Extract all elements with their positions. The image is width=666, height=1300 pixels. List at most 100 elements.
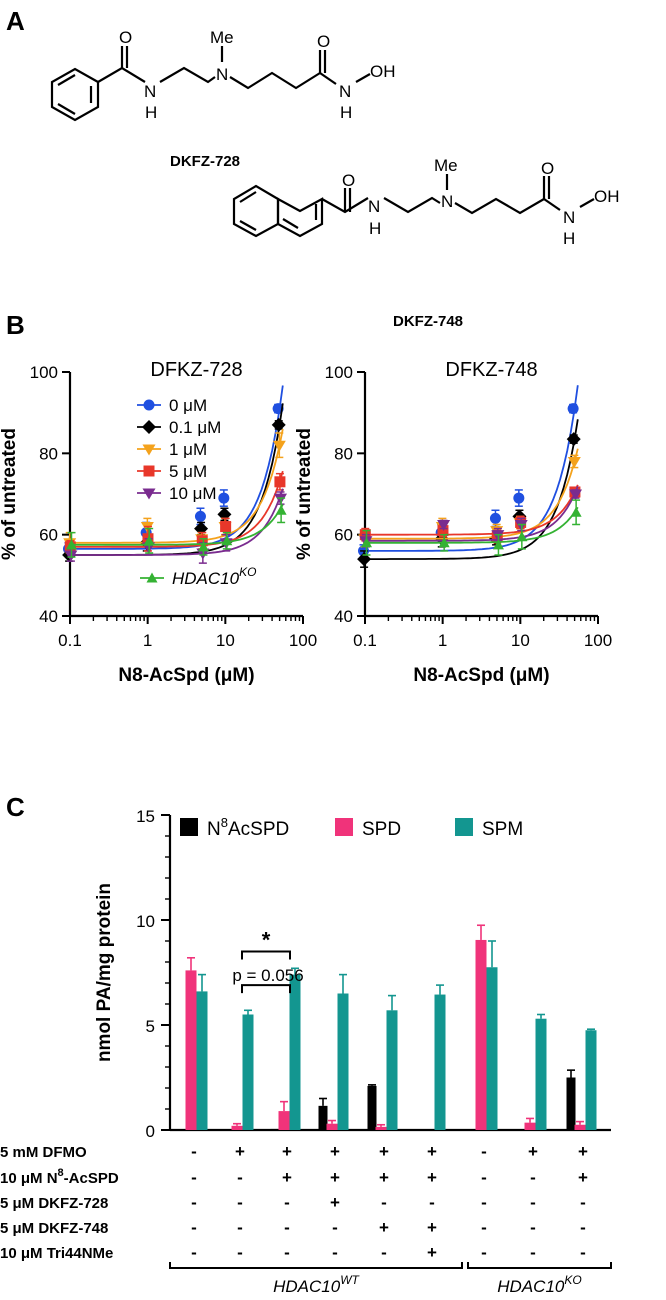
treatment-row-1: 5 mM DFMO - + + + + + - + + <box>0 1142 588 1161</box>
atom-h: H <box>563 229 575 248</box>
minus-sign: - <box>481 1218 487 1237</box>
plus-sign: + <box>427 1218 437 1237</box>
treatment-row-2: 10 μM N8-AcSPD - - + + + + - - + <box>0 1167 588 1187</box>
plus-sign: + <box>427 1142 437 1161</box>
minus-sign: - <box>284 1193 290 1212</box>
atom-n: N <box>339 82 351 101</box>
group-label: HDAC10WT <box>273 1273 360 1296</box>
data-point <box>66 539 77 550</box>
atom-n: N <box>216 65 228 84</box>
minus-sign: - <box>481 1142 487 1161</box>
panel-letter-b: B <box>6 310 25 340</box>
atom-h: H <box>340 103 352 122</box>
group-bracket <box>467 1262 612 1269</box>
bar-n8acspd <box>367 1085 377 1130</box>
minus-sign: - <box>580 1218 586 1237</box>
legend-item-0-um: 0 μM <box>137 396 207 415</box>
fit-curve <box>365 484 579 536</box>
y-tick-label: 80 <box>334 444 353 463</box>
group-hdac10ko: HDAC10KO <box>467 1262 612 1296</box>
significance-label: * <box>262 928 271 953</box>
treatment-label-main: 10 μM N <box>0 1170 58 1187</box>
bar-group-8 <box>524 1013 547 1130</box>
minus-sign: - <box>530 1218 536 1237</box>
legend-swatch <box>455 818 473 836</box>
series-hdac10ko <box>66 497 287 558</box>
data-point <box>143 535 155 546</box>
x-tick-label: 0.1 <box>58 631 82 650</box>
group-label-main: HDAC10 <box>497 1277 565 1296</box>
structure-dkfz-728 <box>50 46 371 122</box>
atom-h: H <box>369 219 381 238</box>
significance-bracket-p: p = 0.056 <box>232 966 304 994</box>
data-point <box>271 417 286 432</box>
legend-label-sup: KO <box>239 565 256 579</box>
legend-swatch-marker <box>146 572 158 583</box>
significance-bracket-star: * <box>241 928 291 960</box>
bar-n8acspd <box>270 1128 280 1130</box>
legend-item-10-um: 10 μM <box>137 484 217 503</box>
compound-name-dkfz-748: DKFZ-748 <box>393 313 463 330</box>
bar-group-2 <box>231 1009 254 1130</box>
treatment-label-rest: -AcSPD <box>64 1170 119 1187</box>
plus-sign: + <box>379 1168 389 1187</box>
atom-o: O <box>342 171 355 190</box>
y-tick-label: 100 <box>30 363 58 382</box>
bar-group-5 <box>367 994 398 1130</box>
legend-label-main: N <box>207 819 221 840</box>
legend-label-main: HDAC10 <box>172 569 240 588</box>
minus-sign: - <box>481 1243 487 1262</box>
plus-sign: + <box>330 1168 340 1187</box>
legend-label-sup: 8 <box>221 815 228 830</box>
atom-oh: OH <box>594 187 620 206</box>
minus-sign: - <box>530 1243 536 1262</box>
atom-me: Me <box>434 156 458 175</box>
structure-dkfz-748-atoms: O N H Me N O N H OH <box>342 156 620 248</box>
y-tick-label: 15 <box>136 807 155 826</box>
group-label-sup: KO <box>564 1273 581 1287</box>
x-tick-label: 10 <box>216 631 235 650</box>
legend-label: SPM <box>482 819 523 840</box>
legend-label: SPD <box>362 819 401 840</box>
minus-sign: - <box>191 1168 197 1187</box>
bar-spd <box>231 1125 243 1130</box>
data-point <box>197 541 209 552</box>
chart-title: DFKZ-748 <box>445 359 537 381</box>
treatment-label: 5 μM DKFZ-728 <box>0 1195 108 1212</box>
legend-item-spm: SPM <box>455 818 523 840</box>
x-tick-label: 1 <box>438 631 447 650</box>
plus-sign: + <box>578 1142 588 1161</box>
legend-label: 10 μM <box>169 484 217 503</box>
bar-group-4 <box>318 973 349 1130</box>
legend-label: 0.1 μM <box>169 418 221 437</box>
y-tick-label: 5 <box>146 1017 155 1036</box>
x-tick-label: 100 <box>584 631 612 650</box>
plus-sign: + <box>379 1142 389 1161</box>
treatment-row-3: 5 μM DKFZ-728 - - - + - - - - - <box>0 1193 586 1212</box>
atom-h: H <box>145 103 157 122</box>
minus-sign: - <box>530 1193 536 1212</box>
x-tick-label: 0.1 <box>353 631 377 650</box>
minus-sign: - <box>191 1218 197 1237</box>
x-tick-label: 1 <box>143 631 152 650</box>
legend-label: N8AcSPD <box>207 815 289 840</box>
bar-spd <box>574 1124 586 1130</box>
y-tick-label: 80 <box>39 444 58 463</box>
legend-item-1-um: 1 μM <box>137 440 207 459</box>
legend-item-hdac10ko: HDAC10KO <box>140 565 256 588</box>
plus-sign: + <box>330 1193 340 1212</box>
treatment-row-4: 5 μM DKFZ-748 - - - - + + - - - <box>0 1218 586 1237</box>
data-point <box>569 489 583 501</box>
fit-curve <box>70 504 284 546</box>
treatment-label: 5 mM DFMO <box>0 1144 87 1161</box>
legend-swatch-marker <box>142 444 156 456</box>
y-tick-label: 40 <box>39 607 58 626</box>
plus-sign: + <box>427 1168 437 1187</box>
minus-sign: - <box>580 1243 586 1262</box>
plus-sign: + <box>282 1168 292 1187</box>
minus-sign: - <box>191 1142 197 1161</box>
bar-group-3 <box>270 967 301 1130</box>
bar-spm <box>434 994 446 1130</box>
treatment-row-5: 10 μM Tri44NMe - - - - - + - - - <box>0 1243 586 1262</box>
